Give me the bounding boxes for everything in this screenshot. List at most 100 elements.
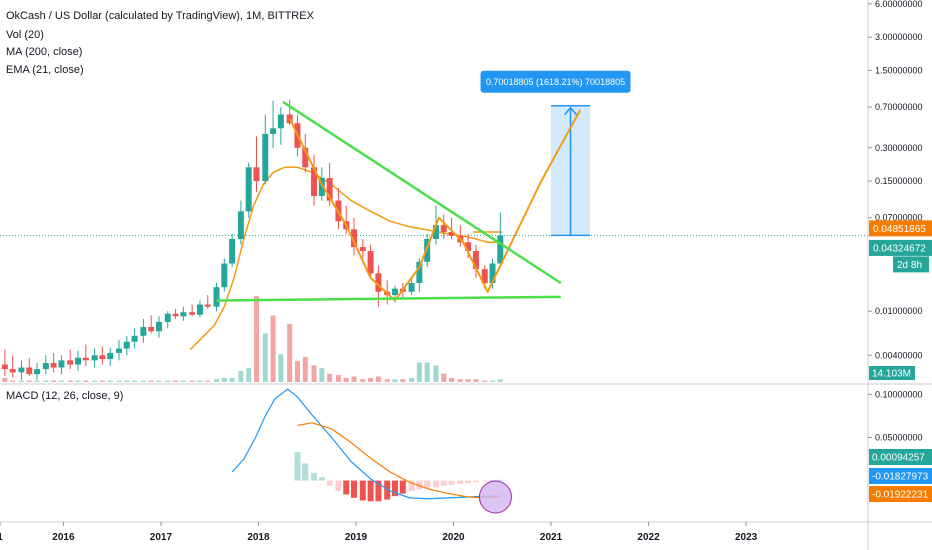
candle-body[interactable] xyxy=(213,287,220,307)
macd-histogram-bar xyxy=(457,480,464,485)
highlight-circle[interactable] xyxy=(478,480,512,514)
volume-bar xyxy=(416,362,422,382)
macd-histogram-bar xyxy=(416,480,423,490)
candle-body[interactable] xyxy=(26,367,33,375)
volume-bar xyxy=(457,379,463,382)
candle-body[interactable] xyxy=(75,357,82,365)
candle-body[interactable] xyxy=(237,211,244,239)
macd-histogram-bar xyxy=(359,480,366,501)
candle-body[interactable] xyxy=(416,261,423,283)
candle-body[interactable] xyxy=(326,178,333,201)
candle-body[interactable] xyxy=(42,363,49,370)
legend-volume[interactable]: Vol (20) xyxy=(6,29,44,41)
candle-body[interactable] xyxy=(189,312,196,315)
candle-body[interactable] xyxy=(148,327,155,332)
volume-bar xyxy=(99,380,105,382)
candle-body[interactable] xyxy=(432,225,439,239)
volume-bar xyxy=(319,368,325,382)
volume-bar xyxy=(311,365,317,382)
candle-body[interactable] xyxy=(164,313,171,322)
volume-bar xyxy=(262,333,268,382)
candle-body[interactable] xyxy=(245,167,252,212)
time-tick-label: 1 xyxy=(0,532,3,543)
candle-body[interactable] xyxy=(131,335,138,342)
volume-bar xyxy=(214,379,220,382)
candle-body[interactable] xyxy=(391,288,398,296)
volume-bar xyxy=(18,380,24,382)
legend-ema[interactable]: EMA (21, close) xyxy=(6,64,84,76)
volume-bar xyxy=(34,380,40,382)
volume-bar xyxy=(67,380,73,382)
candle-body[interactable] xyxy=(465,242,472,252)
price-pane[interactable]: 0.70018805 (1618.21%) 70018805 xyxy=(0,70,868,382)
candle-body[interactable] xyxy=(82,357,89,361)
candle-body[interactable] xyxy=(58,360,65,368)
candle-body[interactable] xyxy=(123,341,130,349)
legend-ma[interactable]: MA (200, close) xyxy=(6,46,83,58)
candle-body[interactable] xyxy=(50,363,57,368)
volume-bar xyxy=(26,380,32,382)
price-label-last-bg xyxy=(869,239,932,256)
candle-body[interactable] xyxy=(262,133,269,182)
volume-bar xyxy=(278,354,284,382)
candle-body[interactable] xyxy=(481,269,488,283)
macd-tick-label: 0.05000000 xyxy=(875,432,923,442)
macd-histogram-bar xyxy=(399,480,406,494)
macd-value-label-bg xyxy=(869,449,932,465)
candle-body[interactable] xyxy=(172,313,179,317)
volume-bar xyxy=(302,357,308,382)
candle-body[interactable] xyxy=(359,247,366,252)
candle-body[interactable] xyxy=(472,251,479,270)
candle-body[interactable] xyxy=(270,128,277,134)
macd-histogram-bar xyxy=(384,480,391,500)
volume-bar xyxy=(368,377,374,382)
volume-bar xyxy=(124,380,130,382)
volume-bar xyxy=(473,379,479,382)
candle-body[interactable] xyxy=(221,263,228,288)
candle-body[interactable] xyxy=(204,304,211,307)
legend-macd[interactable]: MACD (12, 26, close, 9) xyxy=(6,390,124,402)
candle-body[interactable] xyxy=(115,348,122,353)
candle-body[interactable] xyxy=(448,232,455,236)
candle-body[interactable] xyxy=(67,360,74,365)
price-tick-label: 1.50000000 xyxy=(875,65,923,75)
candle-body[interactable] xyxy=(497,235,504,264)
candle-body[interactable] xyxy=(367,251,374,274)
candle-body[interactable] xyxy=(302,147,309,168)
candle-body[interactable] xyxy=(277,114,284,129)
candle-body[interactable] xyxy=(489,263,496,283)
macd-histogram-bar xyxy=(489,480,496,482)
candle-body[interactable] xyxy=(107,352,114,360)
price-label-last: 0.04324672 xyxy=(873,243,926,254)
candle-body[interactable] xyxy=(155,321,162,332)
price-label-ma-bg xyxy=(869,220,932,237)
volume-bar xyxy=(83,380,89,382)
candle-body[interactable] xyxy=(311,167,318,197)
macd-histogram-bar xyxy=(481,480,488,482)
candle-body[interactable] xyxy=(229,238,236,264)
candle-body[interactable] xyxy=(318,178,325,197)
candle-body[interactable] xyxy=(351,229,358,248)
candle-body[interactable] xyxy=(253,167,260,182)
candle-body[interactable] xyxy=(18,367,25,373)
candle-body[interactable] xyxy=(408,282,415,292)
macd-value-label-bg xyxy=(869,486,932,502)
candle-body[interactable] xyxy=(180,312,187,317)
macd-pane[interactable] xyxy=(231,388,512,514)
candle-body[interactable] xyxy=(140,327,147,336)
candle-body[interactable] xyxy=(440,225,447,233)
candle-body[interactable] xyxy=(9,369,16,373)
candle-body[interactable] xyxy=(1,364,8,370)
candle-body[interactable] xyxy=(34,369,41,375)
candle-body[interactable] xyxy=(375,273,382,292)
volume-bar xyxy=(156,380,162,382)
candle-body[interactable] xyxy=(91,355,98,361)
price-tick-label: 0.15000000 xyxy=(875,176,923,186)
candle-body[interactable] xyxy=(196,304,203,315)
candle-body[interactable] xyxy=(424,238,431,262)
time-tick-label: 2021 xyxy=(540,532,563,543)
candle-body[interactable] xyxy=(99,355,106,360)
volume-bar xyxy=(132,380,138,382)
volume-bar xyxy=(221,377,227,382)
